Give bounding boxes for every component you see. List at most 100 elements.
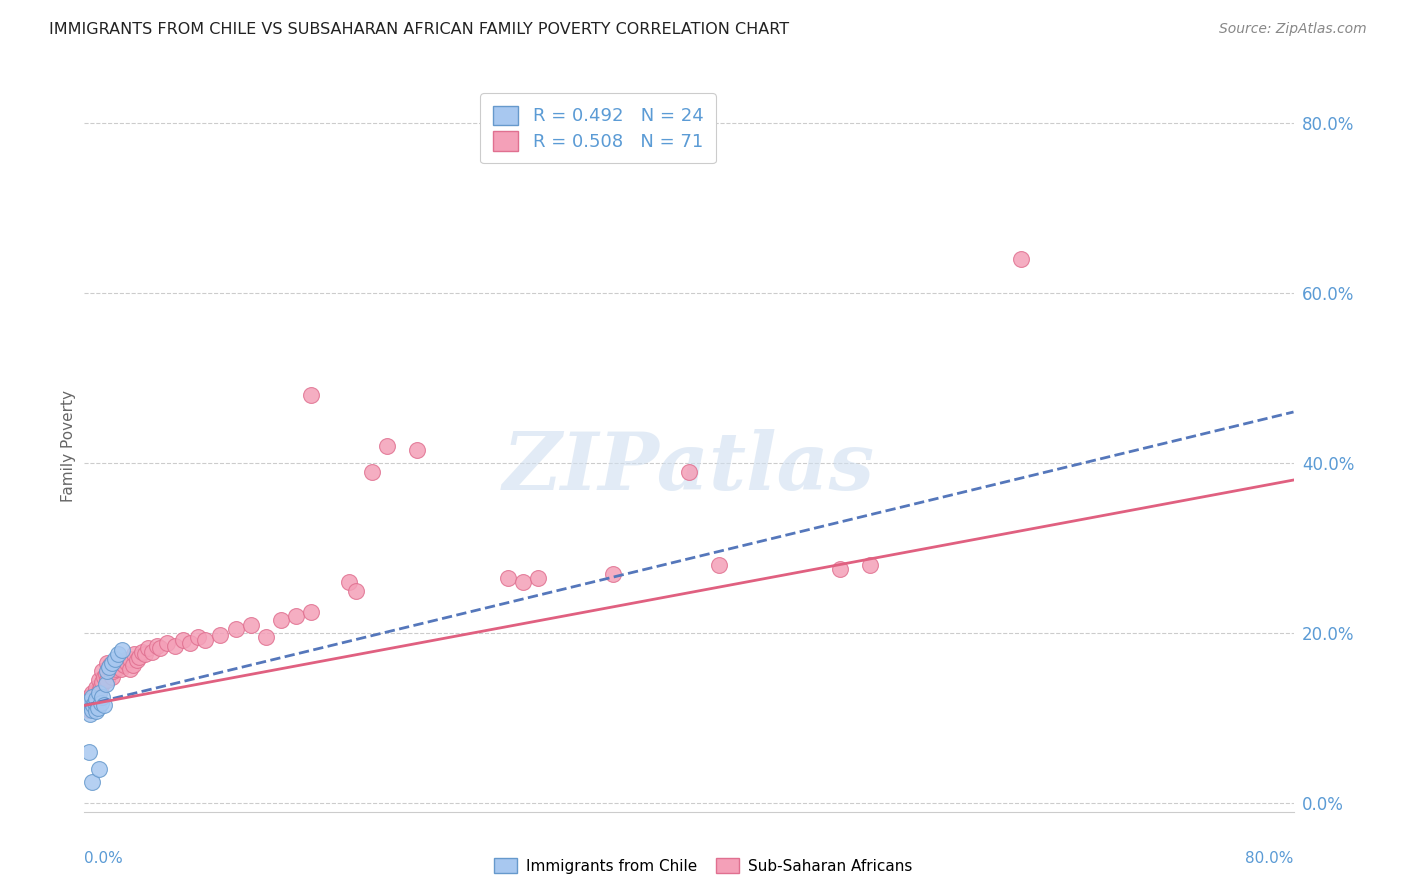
Point bbox=[111, 656, 134, 670]
Point bbox=[89, 673, 111, 687]
Point bbox=[90, 679, 112, 693]
Y-axis label: Family Poverty: Family Poverty bbox=[60, 390, 76, 502]
Point bbox=[89, 762, 111, 776]
Point bbox=[299, 605, 322, 619]
Point bbox=[254, 631, 277, 645]
Point bbox=[100, 670, 122, 684]
Point bbox=[512, 575, 534, 590]
Point bbox=[94, 667, 117, 681]
Point bbox=[299, 388, 322, 402]
Point bbox=[146, 639, 169, 653]
Point bbox=[96, 673, 118, 687]
Point bbox=[165, 639, 187, 653]
Point bbox=[406, 443, 429, 458]
Point bbox=[89, 686, 111, 700]
Point bbox=[270, 613, 292, 627]
Point bbox=[112, 658, 135, 673]
Point bbox=[859, 558, 882, 572]
Point bbox=[131, 645, 153, 659]
Point bbox=[360, 465, 382, 479]
Point bbox=[91, 690, 114, 704]
Legend: Immigrants from Chile, Sub-Saharan Africans: Immigrants from Chile, Sub-Saharan Afric… bbox=[488, 852, 918, 880]
Point bbox=[84, 686, 107, 700]
Point bbox=[127, 653, 149, 667]
Point bbox=[96, 665, 118, 679]
Point bbox=[97, 662, 120, 676]
Point bbox=[82, 698, 104, 713]
Point bbox=[225, 622, 247, 636]
Point bbox=[179, 636, 201, 650]
Point bbox=[496, 571, 519, 585]
Point bbox=[86, 704, 108, 718]
Point bbox=[709, 558, 731, 572]
Point bbox=[80, 775, 103, 789]
Point bbox=[86, 692, 108, 706]
Point bbox=[79, 706, 101, 721]
Point bbox=[375, 439, 398, 453]
Point bbox=[104, 651, 127, 665]
Point bbox=[77, 690, 100, 704]
Point bbox=[91, 675, 114, 690]
Point bbox=[93, 670, 115, 684]
Point bbox=[93, 698, 115, 713]
Point bbox=[187, 631, 209, 645]
Point bbox=[77, 703, 100, 717]
Point bbox=[107, 648, 129, 662]
Point bbox=[96, 656, 118, 670]
Text: ZIPatlas: ZIPatlas bbox=[503, 429, 875, 507]
Point bbox=[86, 692, 108, 706]
Point bbox=[830, 562, 852, 576]
Point bbox=[110, 662, 132, 676]
Point bbox=[118, 651, 141, 665]
Point bbox=[128, 649, 150, 664]
Text: Source: ZipAtlas.com: Source: ZipAtlas.com bbox=[1219, 22, 1367, 37]
Point bbox=[98, 658, 121, 673]
Point bbox=[80, 694, 103, 708]
Point bbox=[121, 658, 143, 673]
Point bbox=[118, 662, 141, 676]
Point bbox=[90, 696, 112, 710]
Point bbox=[80, 703, 103, 717]
Point bbox=[1011, 252, 1033, 266]
Point bbox=[101, 665, 124, 679]
Point bbox=[77, 745, 100, 759]
Point bbox=[82, 690, 104, 704]
Point bbox=[80, 690, 103, 704]
Point bbox=[76, 698, 98, 713]
Point bbox=[239, 617, 262, 632]
Point bbox=[337, 575, 360, 590]
Point bbox=[602, 566, 624, 581]
Point bbox=[104, 658, 127, 673]
Point bbox=[77, 694, 100, 708]
Point bbox=[91, 665, 114, 679]
Point bbox=[194, 632, 217, 647]
Point bbox=[84, 696, 107, 710]
Point bbox=[97, 660, 120, 674]
Point bbox=[86, 681, 108, 696]
Point bbox=[94, 677, 117, 691]
Text: 0.0%: 0.0% bbox=[84, 851, 124, 865]
Point bbox=[82, 698, 104, 713]
Point bbox=[285, 609, 308, 624]
Point bbox=[122, 648, 145, 662]
Point bbox=[346, 583, 368, 598]
Point bbox=[156, 636, 179, 650]
Point bbox=[84, 696, 107, 710]
Point bbox=[100, 656, 122, 670]
Text: 80.0%: 80.0% bbox=[1246, 851, 1294, 865]
Point bbox=[108, 660, 131, 674]
Point bbox=[79, 696, 101, 710]
Point bbox=[87, 687, 110, 701]
Point bbox=[134, 648, 156, 662]
Legend: R = 0.492   N = 24, R = 0.508   N = 71: R = 0.492 N = 24, R = 0.508 N = 71 bbox=[481, 93, 716, 163]
Point bbox=[105, 662, 128, 676]
Point bbox=[209, 628, 232, 642]
Point bbox=[149, 641, 172, 656]
Point bbox=[678, 465, 700, 479]
Point bbox=[87, 701, 110, 715]
Point bbox=[107, 656, 129, 670]
Point bbox=[136, 641, 159, 656]
Text: IMMIGRANTS FROM CHILE VS SUBSAHARAN AFRICAN FAMILY POVERTY CORRELATION CHART: IMMIGRANTS FROM CHILE VS SUBSAHARAN AFRI… bbox=[49, 22, 789, 37]
Point bbox=[115, 656, 138, 670]
Point bbox=[80, 686, 103, 700]
